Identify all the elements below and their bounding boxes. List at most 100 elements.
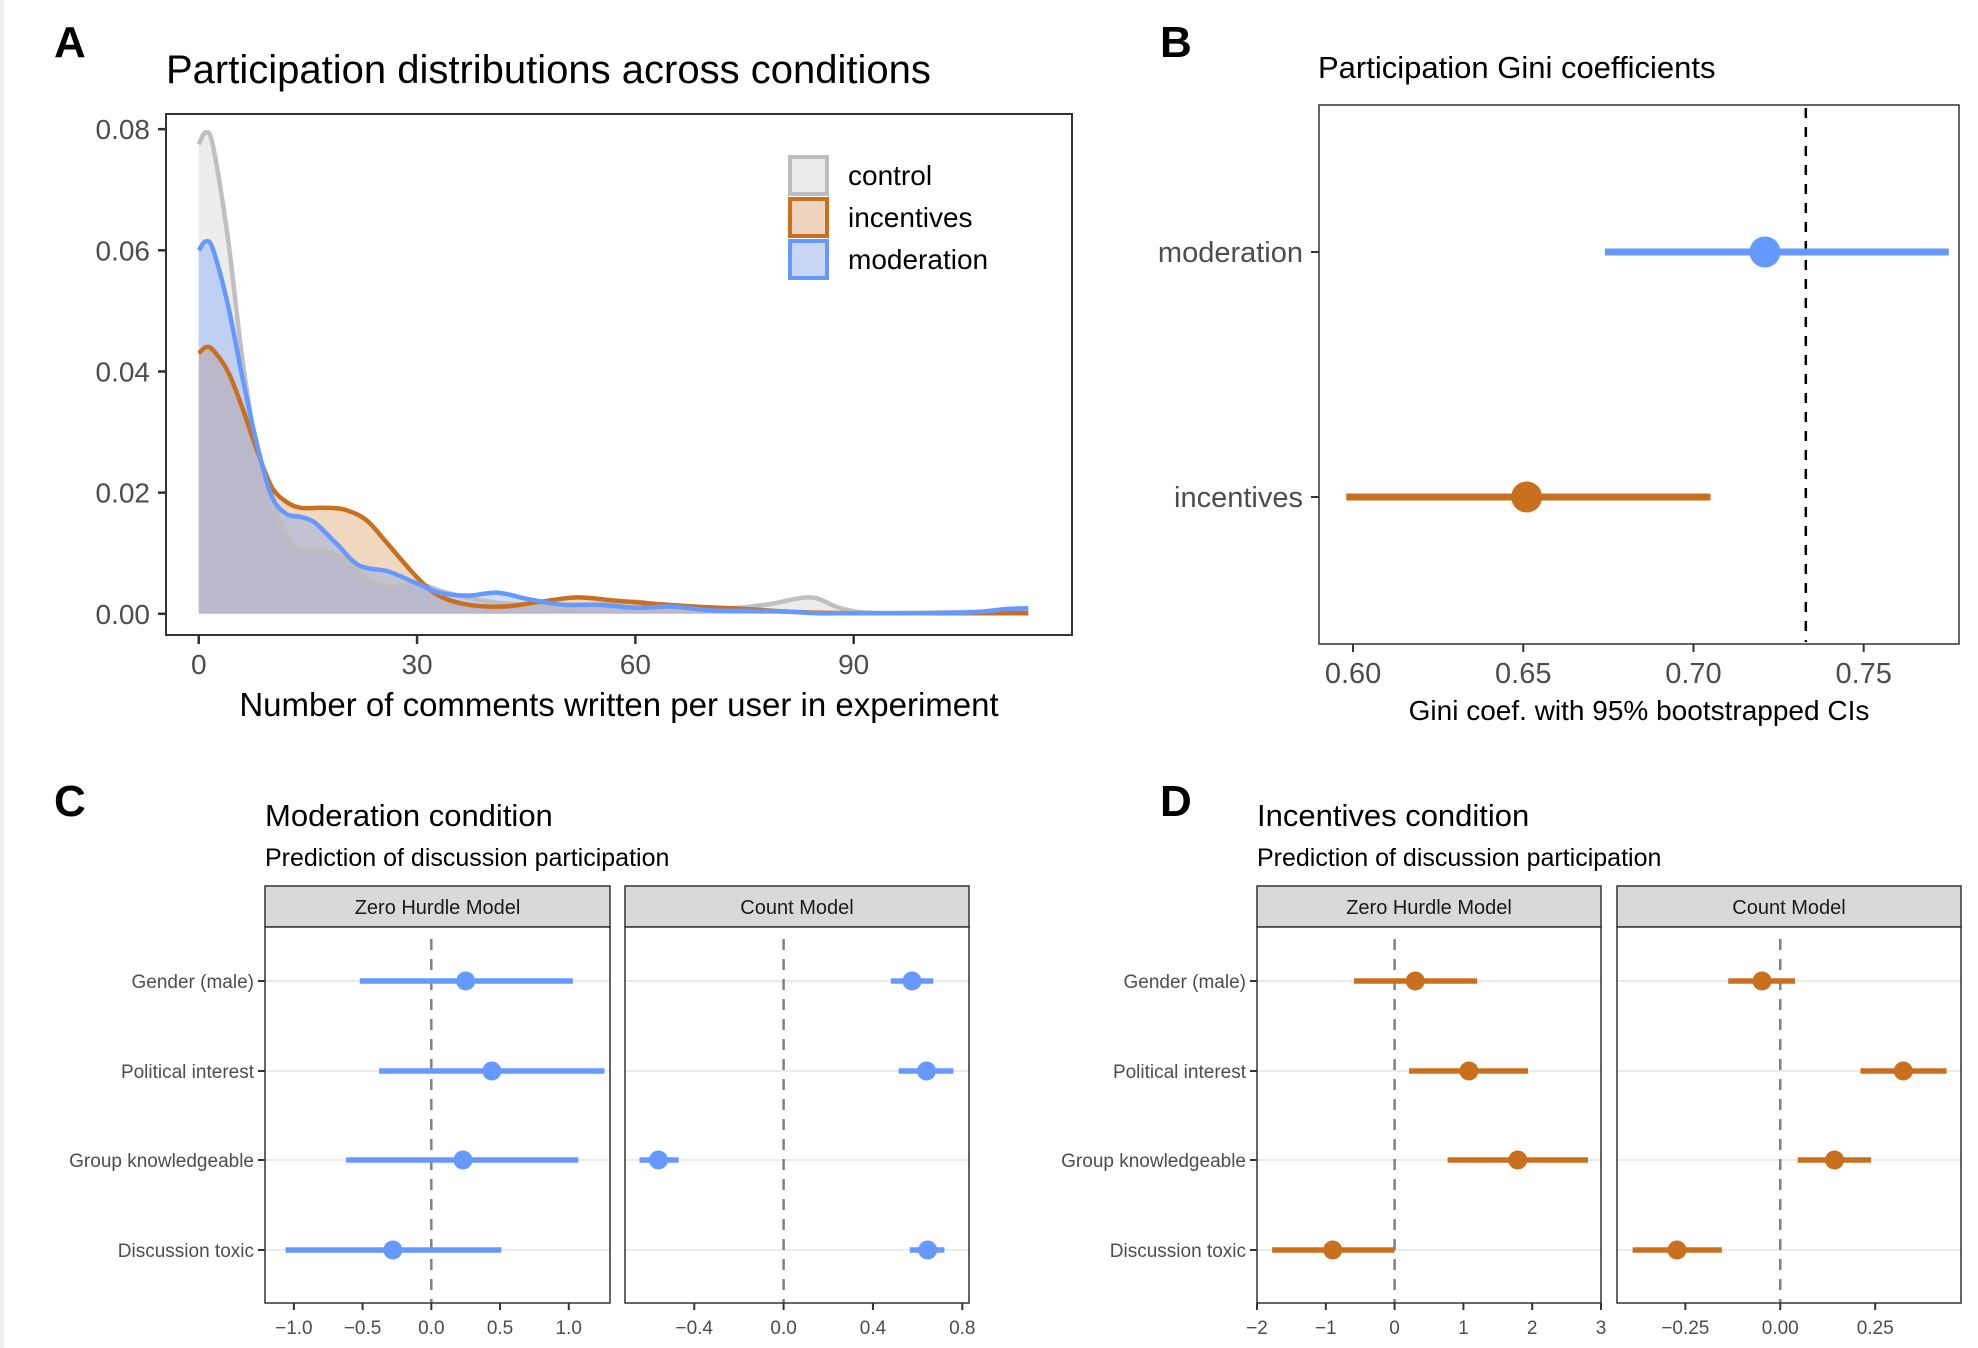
y-tick-label: 0.04: [96, 356, 151, 387]
panel-a-letter: A: [54, 18, 86, 67]
panel-a-legend: control incentives moderation: [788, 155, 988, 280]
facet-strip: [264, 885, 611, 928]
x-tick-label: 0.00: [1762, 1318, 1799, 1339]
facet-strip-label: Zero Hurdle Model: [1346, 897, 1512, 919]
panel-c-letter: C: [54, 777, 86, 826]
x-tick-label: 0: [191, 649, 207, 680]
panel-d-title: Incentives condition: [1257, 798, 1529, 833]
x-tick-label: 0.70: [1665, 658, 1721, 690]
legend-label-incentives: incentives: [848, 202, 973, 233]
x-tick-label: 90: [838, 649, 869, 680]
panel-b-x-axis: 0.60 0.65 0.70 0.75: [1325, 644, 1892, 690]
facet-strip: [624, 885, 970, 928]
y-tick-label: 0.06: [96, 235, 151, 266]
panel-a-areas: [198, 132, 1029, 614]
estimate-point-moderation: [1749, 236, 1781, 268]
facet-strip-label: Count Model: [740, 897, 853, 919]
x-tick-label: 1.0: [556, 1318, 582, 1339]
y-tick-label: Gender (male): [1124, 972, 1247, 993]
panel-b-x-axis-title: Gini coef. with 95% bootstrapped CIs: [1409, 695, 1870, 726]
x-tick-label: 30: [401, 649, 432, 680]
x-tick-label: 0.8: [949, 1318, 975, 1339]
y-tick-label: 0.00: [96, 599, 151, 630]
facet-plot-bg: [265, 927, 610, 1303]
panel-b-frame: [1318, 104, 1960, 645]
x-tick-label: 0.0: [770, 1318, 796, 1339]
panel-b-plot-area: [1346, 108, 1949, 642]
x-tick-label: 0.4: [860, 1318, 887, 1339]
panel-a-density-chart: A Participation distributions across con…: [54, 18, 1073, 723]
density-line-moderation: [196, 238, 1029, 616]
density-area-moderation: [198, 241, 1029, 614]
panel-c-moderation-coefficients: C Moderation condition Prediction of dis…: [54, 777, 976, 1339]
x-tick-label: 0.0: [418, 1318, 444, 1339]
facet-count-model: Count Model −0.4 0.0 0.4 0.8: [624, 885, 976, 1339]
panel-a-frame: [165, 113, 1073, 636]
legend-key-incentives: [788, 197, 829, 238]
density-line-control: [196, 129, 1029, 616]
panel-b-y-axis: moderation incentives: [1158, 237, 1319, 514]
legend-key-control: [788, 155, 829, 196]
estimate-point: [453, 1150, 473, 1170]
panel-b-gini-chart: B Participation Gini coefficients 0.60 0.…: [1158, 18, 1960, 726]
facet-plot-bg: [1617, 927, 1961, 1303]
y-tick-label: Discussion toxic: [118, 1241, 254, 1262]
page-left-edge: [0, 0, 4, 1348]
estimate-point: [1893, 1061, 1913, 1081]
estimate-point: [1825, 1150, 1845, 1170]
x-tick-label: 0: [1389, 1318, 1400, 1339]
y-tick-label: Discussion toxic: [1110, 1241, 1246, 1262]
panel-a-lines: [196, 129, 1029, 616]
x-tick-label: −0.4: [675, 1318, 713, 1339]
facet-frame: [1256, 926, 1602, 1304]
panel-c-title: Moderation condition: [265, 798, 553, 833]
facet-zero-hurdle-model: Zero Hurdle Model −2 −1 0 1 2 3: [1246, 885, 1607, 1339]
x-tick-label: 0.5: [487, 1318, 513, 1339]
x-tick-label: 0.65: [1495, 658, 1551, 690]
legend-label-moderation: moderation: [848, 244, 988, 275]
panel-a-title: Participation distributions across condi…: [166, 48, 931, 92]
x-tick-label: 2: [1527, 1318, 1538, 1339]
panel-a-y-axis: 0.00 0.02 0.04 0.06 0.08: [96, 114, 166, 630]
estimate-point-incentives: [1511, 481, 1543, 513]
panel-b-title: Participation Gini coefficients: [1318, 50, 1715, 85]
y-tick-label: moderation: [1158, 237, 1303, 269]
x-tick-label: −2: [1246, 1318, 1268, 1339]
y-tick-label: Gender (male): [132, 972, 255, 993]
x-tick-label: −1: [1315, 1318, 1337, 1339]
panel-a-x-axis: 0 30 60 90: [191, 635, 869, 680]
estimate-point: [482, 1061, 502, 1081]
facet-zero-hurdle-model: Zero Hurdle Model −1.0 −0.5 0.0 0.5 1.0: [264, 885, 611, 1339]
estimate-point: [902, 971, 922, 991]
facet-frame: [1616, 926, 1962, 1304]
x-tick-label: 3: [1596, 1318, 1607, 1339]
legend-key-moderation: [788, 239, 829, 280]
facet-strip-label: Zero Hurdle Model: [355, 897, 521, 919]
estimate-point: [1752, 971, 1772, 991]
facet-frame: [624, 926, 970, 1304]
estimate-point: [917, 1061, 937, 1081]
panel-a-x-axis-title: Number of comments written per user in e…: [239, 686, 998, 723]
x-tick-label: 60: [620, 649, 651, 680]
x-tick-label: −0.5: [344, 1318, 382, 1339]
density-area-control: [198, 132, 1029, 614]
y-tick-label: incentives: [1174, 482, 1303, 514]
estimate-point: [383, 1240, 403, 1260]
estimate-point: [1405, 971, 1425, 991]
y-tick-label: 0.02: [96, 478, 151, 509]
density-area-incentives: [198, 346, 1029, 614]
estimate-point: [456, 971, 476, 991]
x-tick-label: 0.75: [1835, 658, 1891, 690]
x-tick-label: −1.0: [275, 1318, 313, 1339]
facet-strip-label: Count Model: [1732, 897, 1845, 919]
y-tick-label: Group knowledgeable: [1061, 1151, 1246, 1172]
estimate-point: [1459, 1061, 1479, 1081]
estimate-point: [1667, 1240, 1687, 1260]
y-tick-label: 0.08: [96, 114, 151, 145]
panel-d-subtitle: Prediction of discussion participation: [1257, 844, 1661, 872]
panel-d-letter: D: [1160, 777, 1192, 826]
y-tick-label: Political interest: [121, 1062, 255, 1083]
estimate-point: [918, 1240, 938, 1260]
panel-c-facets: Gender (male) Political interest Group kno…: [69, 885, 976, 1339]
panel-c-subtitle: Prediction of discussion participation: [265, 844, 669, 872]
